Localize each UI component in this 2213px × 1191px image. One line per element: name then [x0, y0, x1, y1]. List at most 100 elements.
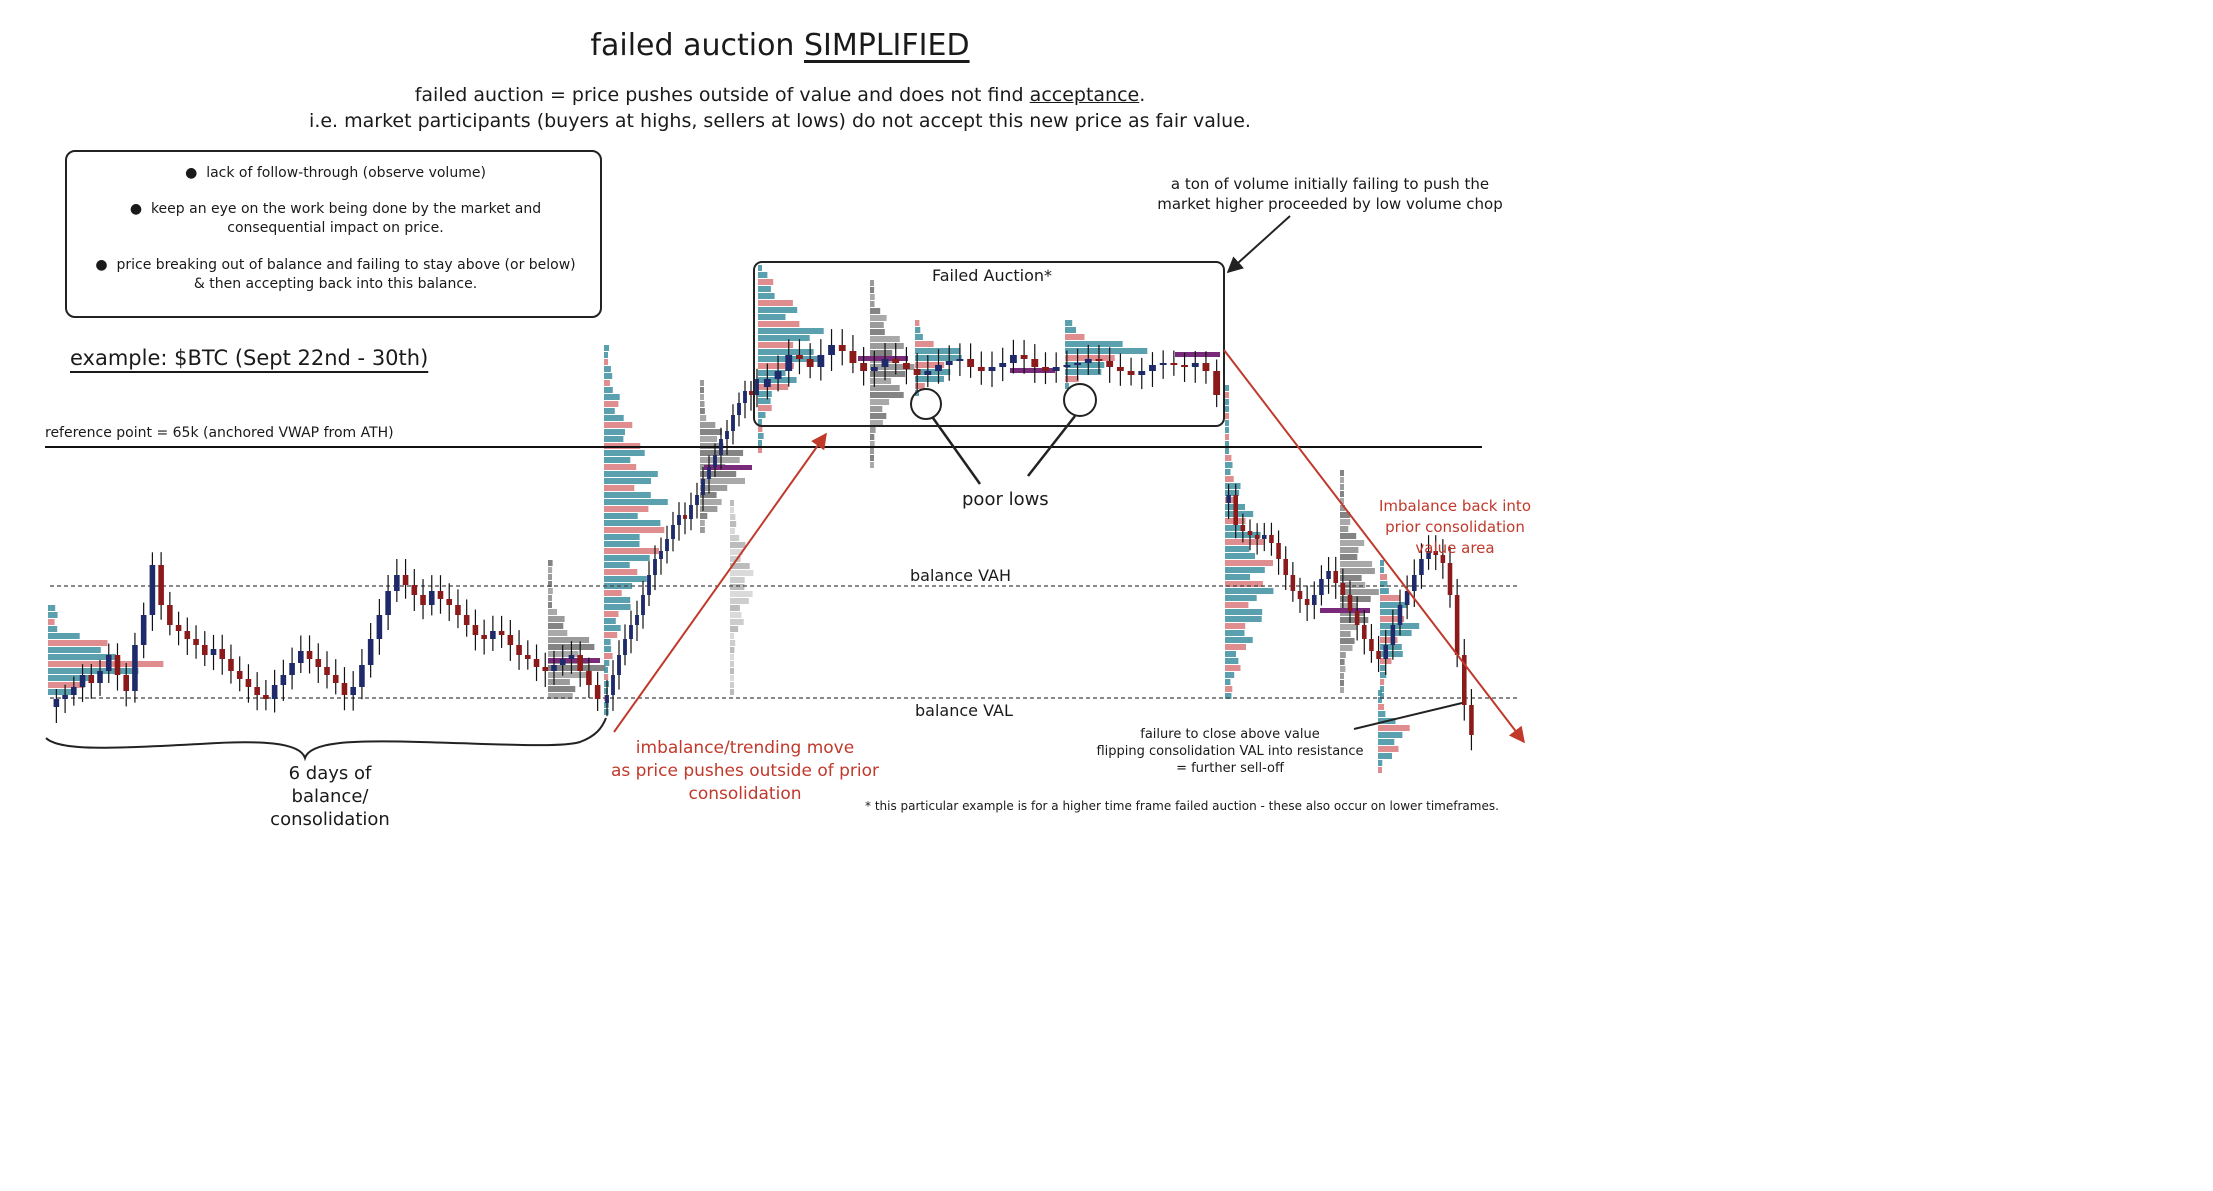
volume-bar	[1380, 672, 1387, 678]
volume-bar	[1340, 624, 1357, 630]
candle-body	[763, 379, 771, 387]
volume-bar	[730, 619, 744, 625]
volume-bar	[548, 595, 552, 601]
volume-bar	[870, 294, 875, 300]
volume-bar	[604, 569, 638, 575]
candle-body	[1412, 575, 1417, 591]
candle-body	[1009, 355, 1017, 363]
candle-body	[1262, 535, 1267, 539]
volume-bar	[730, 675, 734, 681]
volume-bar	[1378, 704, 1385, 710]
candle-body	[577, 655, 583, 671]
poor-lows-label: poor lows	[962, 489, 1049, 510]
candle-body	[420, 595, 426, 605]
volume-bar	[1065, 355, 1115, 361]
candle-body	[1419, 559, 1424, 575]
candle-body	[236, 671, 243, 679]
poor-low-circle	[910, 388, 942, 420]
volume-bar	[700, 506, 718, 512]
candle-body	[394, 575, 400, 591]
volume-bar	[730, 507, 734, 513]
volume-bar	[604, 576, 647, 582]
volume-profile	[604, 345, 668, 715]
volume-bar	[1340, 512, 1351, 518]
volume-bar	[1340, 631, 1351, 637]
volume-bar	[1380, 630, 1412, 636]
volume-bar	[1225, 595, 1257, 601]
candle-body	[167, 605, 173, 625]
volume-bar	[870, 427, 876, 433]
volume-bar	[758, 363, 794, 369]
candle-body	[428, 591, 435, 605]
candle-body	[1362, 625, 1367, 639]
volume-bar	[1380, 574, 1388, 580]
volume-bar	[604, 450, 645, 456]
candle-body	[743, 391, 747, 403]
volume-bar	[870, 301, 875, 307]
volume-bar	[1340, 645, 1353, 651]
candle-body	[1254, 535, 1260, 539]
volume-bar	[604, 625, 621, 631]
volume-bar	[548, 630, 568, 636]
candle-body	[653, 559, 657, 575]
volume-bar	[700, 520, 705, 526]
candle-body	[870, 367, 878, 371]
volume-bar	[870, 329, 885, 335]
volume-bar	[1225, 539, 1264, 545]
volume-bar	[1225, 602, 1249, 608]
volume-bar	[915, 320, 920, 326]
volume-bar	[548, 679, 570, 685]
volume-bar	[700, 499, 722, 505]
volume-bar	[604, 555, 650, 561]
candle-body	[1404, 591, 1410, 605]
volume-bar	[1225, 630, 1245, 636]
candle-body	[611, 675, 615, 695]
volume-bar	[758, 391, 772, 397]
volume-bar	[1065, 327, 1076, 333]
candle-body	[263, 695, 269, 699]
poc-bar	[1320, 608, 1370, 613]
volume-bar	[870, 406, 883, 412]
candle-body	[1020, 355, 1028, 359]
candle-body	[1116, 367, 1124, 371]
volume-bar	[700, 401, 705, 407]
volume-bar	[700, 415, 707, 421]
candle-body	[533, 659, 540, 667]
candle-body	[1319, 579, 1324, 595]
candle-body	[1031, 359, 1039, 367]
volume-bar	[730, 563, 750, 569]
volume-bar	[604, 688, 608, 694]
volume-bar	[1340, 526, 1349, 532]
volume-bar	[1380, 609, 1400, 615]
candle-body	[1074, 363, 1082, 365]
volume-bar	[548, 588, 553, 594]
volume-bar	[1225, 441, 1229, 447]
volume-bar	[758, 265, 762, 271]
candle-body	[1159, 363, 1167, 365]
trend-move-label: imbalance/trending move as price pushes o…	[610, 738, 880, 804]
volume-bar	[48, 612, 58, 618]
candle-body	[828, 345, 835, 355]
candle-body	[713, 455, 717, 467]
candle-body	[629, 625, 633, 639]
poc-bar	[704, 465, 752, 470]
volume-bar	[1225, 483, 1241, 489]
candle-body	[671, 525, 675, 539]
volume-bar	[758, 349, 814, 355]
volume-bar	[604, 534, 640, 540]
volume-bar	[1340, 470, 1344, 476]
volume-bar	[730, 661, 734, 667]
candle-body	[956, 359, 964, 361]
volume-bar	[1380, 560, 1384, 566]
candle-body	[1170, 363, 1178, 365]
volume-bar	[1378, 739, 1395, 745]
volume-bar	[604, 345, 610, 351]
volume-bar	[604, 541, 640, 547]
candle-body	[463, 615, 470, 625]
candle-body	[193, 639, 199, 645]
candle-body	[755, 379, 759, 395]
volume-bar	[1225, 665, 1241, 671]
candle-body	[945, 361, 953, 365]
poor-low-pointer	[931, 417, 982, 485]
volume-bar	[758, 272, 768, 278]
